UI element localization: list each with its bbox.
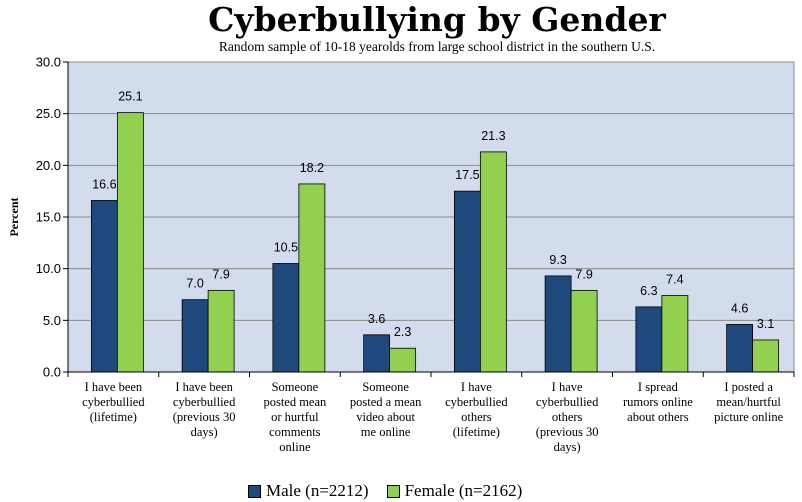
x-category-label: Someone [272, 380, 319, 394]
data-label: 7.4 [666, 273, 683, 287]
legend-swatch-female [386, 484, 400, 498]
bar-female [298, 183, 326, 373]
data-label: 25.1 [118, 90, 142, 104]
bar-male [272, 263, 300, 373]
x-category-label: (previous 30 [173, 410, 236, 424]
bar-female [479, 151, 507, 373]
bar-female [389, 347, 417, 373]
y-axis-label: Percent [7, 197, 21, 236]
data-label: 7.9 [212, 267, 229, 281]
x-category-label: I spread [638, 380, 679, 394]
y-tick-label: 20.0 [36, 158, 61, 173]
x-category-label: cyberbullied [82, 395, 145, 409]
x-category-label: cyberbullied [173, 395, 236, 409]
x-category-label: cyberbullied [536, 395, 599, 409]
legend-item-male: Male (n=2212) [248, 481, 369, 501]
x-category-label: (lifetime) [90, 410, 137, 424]
bar-female [116, 112, 144, 373]
x-category-label: video about [356, 410, 415, 424]
bar-male [453, 190, 481, 373]
chart-title: Cyberbullying by Gender [208, 0, 666, 39]
x-category-label: I have been [85, 380, 143, 394]
y-tick-label: 25.0 [36, 106, 61, 121]
x-category-label: posted a mean [350, 395, 422, 409]
data-label: 9.3 [549, 253, 566, 267]
data-label: 10.5 [274, 241, 298, 255]
x-category-label: picture online [714, 410, 784, 424]
x-category-label: rumors online [623, 395, 693, 409]
bar-male [363, 334, 391, 373]
data-label: 21.3 [481, 129, 505, 143]
data-label: 17.5 [455, 168, 479, 182]
x-category-label: mean/hurtful [716, 395, 781, 409]
x-category-label: others [461, 410, 492, 424]
x-category-label: I have [461, 380, 492, 394]
x-category-label: (lifetime) [453, 425, 500, 439]
bar-male [544, 275, 572, 373]
x-category-label: days) [191, 425, 218, 439]
y-tick-label: 10.0 [36, 261, 61, 276]
data-label: 4.6 [731, 301, 748, 315]
data-label: 6.3 [640, 284, 657, 298]
x-category-label: I posted a [724, 380, 773, 394]
bar-female [207, 289, 235, 373]
legend: Male (n=2212) Female (n=2162) [248, 480, 540, 502]
x-category-label: I have been [175, 380, 233, 394]
x-category-label: or hurtful [271, 410, 319, 424]
y-tick-label: 5.0 [43, 313, 61, 328]
data-label: 3.1 [757, 317, 774, 331]
chart-subtitle: Random sample of 10-18 yearolds from lar… [218, 39, 656, 54]
axes: 0.05.010.015.020.025.030.0I have beencyb… [36, 55, 795, 454]
x-category-label: about others [627, 410, 689, 424]
data-label: 16.6 [92, 177, 116, 191]
bar-female [661, 295, 689, 373]
chart-plot: 16.6 25.1 7.0 7.9 10.5 18.2 3.6 2.3 17.5 21.3 9.3 7… [7, 55, 795, 454]
x-category-label: online [279, 440, 311, 454]
bar-female [752, 339, 780, 373]
data-label: 2.3 [394, 325, 411, 339]
bar-male [726, 324, 754, 373]
legend-item-female: Female (n=2162) [386, 481, 523, 501]
y-tick-label: 15.0 [36, 210, 61, 225]
x-category-label: Someone [362, 380, 409, 394]
legend-label-female: Female (n=2162) [404, 481, 523, 500]
bar-male [635, 306, 663, 373]
y-tick-label: 0.0 [43, 365, 61, 380]
bar-male [181, 299, 209, 373]
legend-swatch-male [248, 484, 261, 498]
x-category-label: days) [554, 440, 581, 454]
x-category-label: (previous 30 [536, 425, 599, 439]
bars: 16.6 25.1 7.0 7.9 10.5 18.2 3.6 2.3 17.5 21.3 9.3 7… [90, 90, 780, 373]
x-category-label: me online [361, 425, 411, 439]
x-category-label: posted mean [263, 395, 327, 409]
x-category-label: I have [552, 380, 583, 394]
legend-label-male: Male (n=2212) [266, 481, 369, 500]
data-label: 7.0 [186, 277, 203, 291]
data-label: 18.2 [300, 161, 324, 175]
data-label: 3.6 [368, 312, 385, 326]
x-category-label: others [552, 410, 583, 424]
y-tick-label: 30.0 [36, 55, 61, 70]
bar-male [90, 200, 118, 373]
bar-female [570, 289, 598, 373]
data-label: 7.9 [575, 267, 592, 281]
x-category-label: cyberbullied [445, 395, 508, 409]
x-category-label: comments [269, 425, 321, 439]
